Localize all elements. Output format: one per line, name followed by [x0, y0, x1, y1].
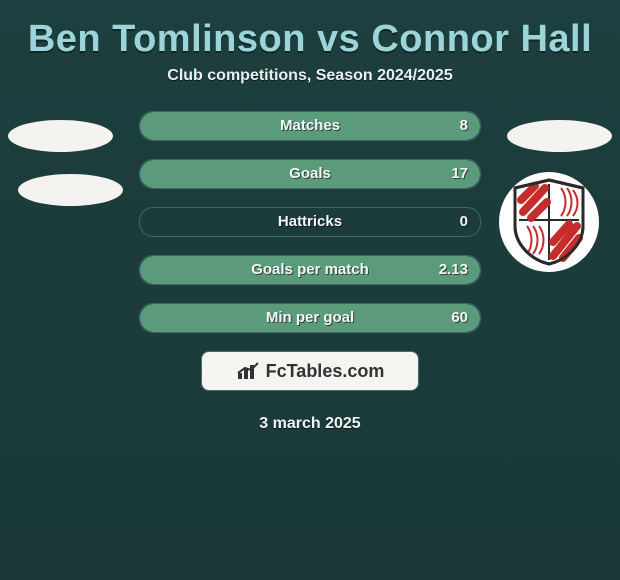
stat-value: 0: [460, 208, 468, 236]
stat-value: 8: [460, 112, 468, 140]
page-title: Ben Tomlinson vs Connor Hall: [0, 0, 620, 67]
stat-row: Goals17: [139, 159, 481, 189]
player1-avatar-placeholder-2: [18, 174, 123, 206]
stat-label: Goals per match: [140, 256, 480, 284]
stat-label: Min per goal: [140, 304, 480, 332]
player2-avatar-placeholder-1: [507, 120, 612, 152]
stat-label: Matches: [140, 112, 480, 140]
stat-value: 60: [451, 304, 468, 332]
brand-text: FcTables.com: [266, 361, 385, 382]
player1-avatar-placeholder-1: [8, 120, 113, 152]
stat-row: Hattricks0: [139, 207, 481, 237]
subtitle: Club competitions, Season 2024/2025: [0, 67, 620, 85]
stat-value: 2.13: [439, 256, 468, 284]
stat-value: 17: [451, 160, 468, 188]
stat-row: Goals per match2.13: [139, 255, 481, 285]
club-crest: [499, 172, 599, 272]
brand-badge[interactable]: FcTables.com: [201, 351, 419, 391]
bar-chart-icon: [236, 361, 262, 381]
stat-row: Min per goal60: [139, 303, 481, 333]
stat-row: Matches8: [139, 111, 481, 141]
shield-icon: [509, 178, 589, 266]
stat-label: Goals: [140, 160, 480, 188]
comparison-card: Ben Tomlinson vs Connor Hall Club compet…: [0, 0, 620, 580]
stats-list: Matches8 Goals17 Hattricks0 Goals per match…: [139, 111, 481, 333]
stat-label: Hattricks: [140, 208, 480, 236]
date-label: 3 march 2025: [0, 415, 620, 433]
